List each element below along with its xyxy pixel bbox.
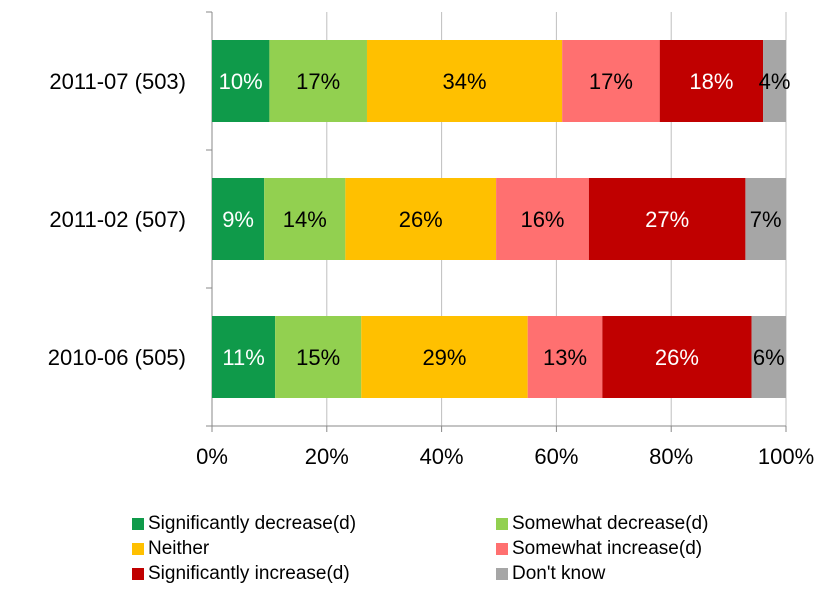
data-label: 11%: [222, 345, 264, 370]
bar-segment: [763, 40, 786, 122]
data-label: 26%: [399, 207, 443, 232]
data-label: 10%: [219, 69, 263, 94]
data-label: 14%: [283, 207, 327, 232]
bar-segment: [751, 316, 786, 398]
x-tick-label: 60%: [534, 444, 578, 469]
legend-label: Neither: [148, 538, 210, 559]
category-label: 2011-07 (503): [49, 69, 186, 94]
x-tick-label: 0%: [196, 444, 228, 469]
data-label: 15%: [296, 345, 340, 370]
legend-label: Don't know: [512, 563, 606, 584]
data-label: 9%: [222, 207, 254, 232]
bar-segment: [264, 178, 346, 260]
legend-item: Don't know: [496, 563, 605, 585]
data-label: 4%: [759, 69, 791, 94]
bars: [212, 40, 786, 398]
data-label: 18%: [689, 69, 733, 94]
bar-segment: [269, 40, 367, 122]
legend-swatch: [496, 518, 508, 530]
bar-segment: [562, 40, 660, 122]
legend-label: Significantly increase(d): [148, 563, 350, 584]
bar-segment: [602, 316, 752, 398]
legend-label: Somewhat decrease(d): [512, 513, 709, 534]
legend-swatch: [132, 543, 144, 555]
legend-swatch: [496, 543, 508, 555]
bar-segment: [496, 178, 589, 260]
data-label: 7%: [750, 207, 782, 232]
stacked-bar-chart: 0% 20% 40% 60% 80% 100% 2011-07 (503) 10% 17% 34%…: [48, 11, 814, 469]
legend: Significantly decrease(d) Somewhat decrea…: [130, 513, 830, 588]
bar-segment: [212, 40, 270, 122]
bar-segment: [345, 178, 497, 260]
bar-segment: [527, 316, 603, 398]
labels: 0% 20% 40% 60% 80% 100% 2011-07 (503) 10% 17% 34%…: [48, 69, 814, 469]
data-label: 13%: [543, 345, 587, 370]
data-label: 29%: [422, 345, 466, 370]
data-label: 16%: [520, 207, 564, 232]
bar-segment: [275, 316, 362, 398]
data-label: 17%: [589, 69, 633, 94]
legend-swatch: [496, 568, 508, 580]
bar-segment: [361, 316, 528, 398]
legend-label: Significantly decrease(d): [148, 513, 357, 534]
bar-segment: [659, 40, 764, 122]
x-tick-label: 40%: [420, 444, 464, 469]
legend-item: Significantly decrease(d): [132, 513, 356, 535]
data-label: 27%: [645, 207, 689, 232]
legend-label: Somewhat increase(d): [512, 538, 703, 559]
legend-item: Somewhat decrease(d): [496, 513, 708, 535]
data-label: 17%: [296, 69, 340, 94]
legend-swatch: [132, 568, 144, 580]
bar-segment: [588, 178, 746, 260]
legend-item: Somewhat increase(d): [496, 538, 702, 560]
bar-segment: [212, 178, 265, 260]
data-label: 6%: [753, 345, 785, 370]
x-tick-label: 20%: [305, 444, 349, 469]
x-tick-label: 80%: [649, 444, 693, 469]
legend-item: Neither: [132, 538, 209, 560]
bar-segment: [212, 316, 276, 398]
category-label: 2011-02 (507): [49, 207, 186, 232]
category-label: 2010-06 (505): [48, 345, 186, 370]
bar-segment: [366, 40, 563, 122]
legend-swatch: [132, 518, 144, 530]
x-tick-label: 100%: [758, 444, 814, 469]
bar-segment: [745, 178, 786, 260]
data-label: 34%: [443, 69, 487, 94]
data-label: 26%: [655, 345, 699, 370]
legend-item: Significantly increase(d): [132, 563, 350, 585]
